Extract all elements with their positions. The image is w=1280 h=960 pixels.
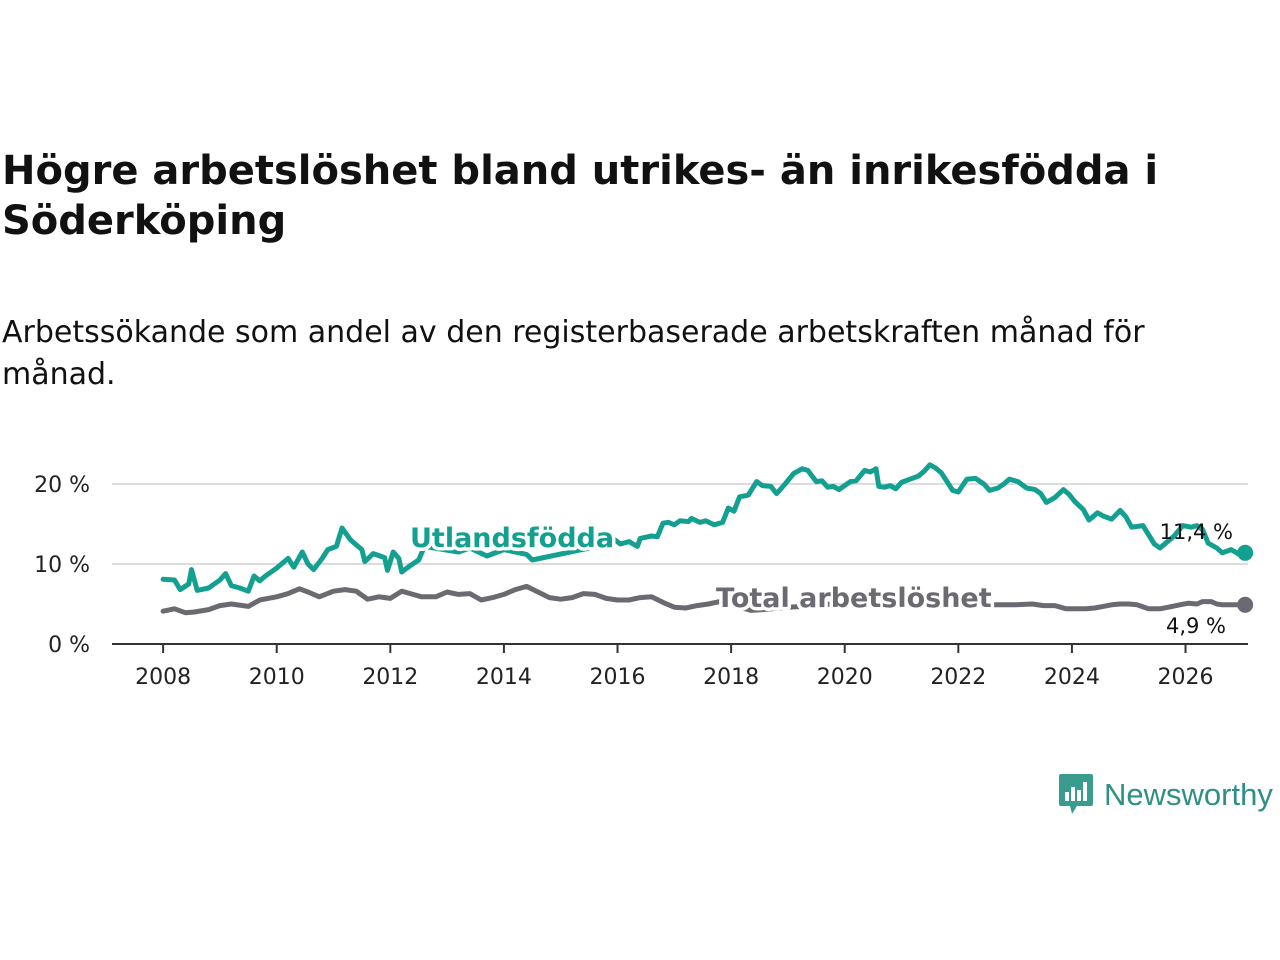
x-tick-label: 2024 — [1044, 665, 1100, 690]
y-tick-label: 0 % — [48, 633, 90, 658]
total-arbetsloshet-line — [160, 583, 1248, 616]
x-tick-label: 2010 — [249, 665, 305, 690]
end-label-total: 4,9 % — [1166, 614, 1226, 638]
newsworthy-logo-icon — [1059, 774, 1093, 814]
y-tick-label: 20 % — [34, 473, 90, 498]
x-tick-label: 2008 — [135, 665, 191, 690]
x-tick-label: 2014 — [476, 665, 532, 690]
x-tick-label: 2022 — [930, 665, 986, 690]
y-axis-ticks: 0 % 10 % 20 % — [34, 473, 90, 658]
x-tick-label: 2020 — [817, 665, 873, 690]
x-tick-label: 2018 — [703, 665, 759, 690]
x-axis: 2008 2010 2012 2014 2016 2018 2020 2022 2024 2026 — [112, 643, 1248, 690]
utlandsfodda-line — [160, 462, 1248, 594]
page-title: Högre arbetslöshet bland utrikes- än inr… — [2, 148, 1159, 244]
y-tick-label: 10 % — [34, 553, 90, 578]
x-tick-label: 2026 — [1158, 665, 1214, 690]
x-tick-label: 2016 — [590, 665, 646, 690]
utlandsfodda-end-dot — [1237, 544, 1254, 561]
x-tick-label: 2012 — [362, 665, 418, 690]
series-lines — [160, 462, 1254, 616]
line-chart: 0 % 10 % 20 % 2008 2010 2012 2014 2016 2018 2020… — [34, 462, 1254, 690]
page-subtitle: Arbetssökande som andel av den registerb… — [2, 315, 1145, 392]
label-utlandsfodda: Utlandsfödda — [410, 523, 614, 554]
label-total-arbetsloshet: Total arbetslöshet — [716, 583, 992, 614]
end-label-utlandsfodda: 11,4 % — [1160, 520, 1233, 544]
brand-name: Newsworthy — [1104, 777, 1273, 812]
newsworthy-logo[interactable]: Newsworthy — [1058, 772, 1273, 818]
series-labels: Utlandsfödda Total arbetslöshet 11,4 % 4,9 … — [407, 520, 1234, 638]
gridlines — [112, 483, 1248, 565]
total-arbetsloshet-end-dot — [1237, 596, 1254, 613]
